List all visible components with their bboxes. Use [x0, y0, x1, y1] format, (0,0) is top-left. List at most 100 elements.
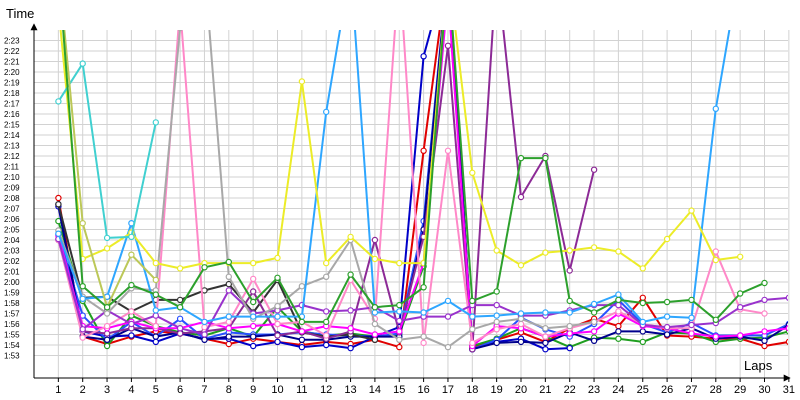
data-point	[444, 147, 452, 154]
data-point	[590, 328, 598, 335]
data-point	[128, 281, 135, 289]
data-point	[128, 251, 135, 258]
data-point	[615, 335, 622, 342]
data-point	[152, 312, 159, 319]
y-tick-label: 1:59	[4, 289, 20, 298]
data-point	[444, 313, 452, 320]
data-point	[152, 291, 159, 298]
data-point	[298, 336, 306, 343]
data-point	[298, 318, 306, 326]
data-point	[420, 309, 427, 316]
data-point	[176, 315, 184, 322]
data-point	[55, 230, 62, 237]
x-tick-label: 1	[55, 384, 61, 396]
x-tick-label: 2	[80, 384, 86, 396]
x-tick-label: 8	[226, 384, 232, 396]
data-point	[347, 271, 354, 278]
data-point	[323, 332, 330, 339]
y-tick-label: 2:15	[4, 121, 20, 130]
data-point	[493, 288, 500, 295]
y-tick-label: 2:16	[4, 110, 20, 119]
data-point	[274, 302, 281, 310]
y-tick-label: 2:10	[4, 173, 20, 182]
data-point	[249, 298, 257, 306]
x-tick-label: 20	[515, 384, 527, 396]
data-point	[201, 331, 208, 338]
data-point	[55, 201, 62, 208]
data-point	[103, 245, 111, 252]
series-9	[55, 4, 768, 347]
y-tick-label: 2:14	[4, 131, 20, 140]
data-point	[517, 320, 525, 328]
data-point	[566, 309, 573, 316]
data-point	[688, 314, 695, 321]
data-point	[79, 326, 86, 333]
data-point	[469, 339, 476, 347]
data-point	[517, 310, 525, 317]
data-point	[225, 280, 232, 288]
y-tick-label: 2:09	[4, 184, 20, 193]
x-tick-label: 15	[393, 384, 405, 396]
data-point	[737, 332, 744, 339]
data-point	[152, 333, 159, 340]
data-point	[737, 290, 744, 297]
data-point	[639, 328, 647, 335]
data-point	[323, 308, 330, 315]
data-point	[639, 294, 647, 301]
y-tick-label: 2:23	[4, 37, 20, 46]
data-point	[444, 42, 452, 50]
data-point	[249, 342, 257, 350]
series-group	[55, 4, 788, 353]
data-point	[420, 333, 427, 340]
x-tick-label: 28	[710, 384, 722, 396]
data-point	[201, 318, 208, 326]
data-point	[566, 297, 573, 305]
series-13	[56, 4, 744, 272]
data-point	[323, 318, 330, 326]
data-point	[493, 318, 500, 326]
data-point	[712, 333, 720, 340]
y-tick-label: 2:17	[4, 100, 20, 109]
data-point	[128, 308, 135, 315]
y-tick-label: 2:12	[4, 152, 20, 161]
data-point	[103, 336, 111, 343]
data-point	[688, 321, 695, 329]
data-point	[566, 322, 573, 330]
x-tick-label: 30	[758, 384, 770, 396]
data-point	[761, 310, 768, 317]
data-point	[298, 78, 306, 85]
data-point	[469, 326, 476, 333]
data-point	[761, 296, 768, 304]
y-tick-label: 2:07	[4, 205, 20, 214]
data-point	[56, 4, 61, 9]
data-point	[103, 234, 111, 242]
data-point	[590, 309, 598, 316]
data-point	[152, 119, 159, 126]
x-tick-label: 12	[320, 384, 332, 396]
data-point	[152, 307, 159, 314]
data-point	[323, 341, 330, 349]
data-point	[493, 339, 500, 347]
data-point	[712, 256, 720, 264]
x-tick-label: 11	[296, 384, 307, 396]
data-point	[493, 312, 500, 319]
data-point	[178, 4, 183, 9]
data-point	[444, 297, 452, 305]
axes: Time Laps	[6, 6, 791, 382]
x-tick-label: 16	[417, 384, 429, 396]
data-point	[566, 344, 573, 352]
data-point	[712, 105, 720, 113]
data-point	[225, 325, 232, 332]
x-tick-label: 19	[491, 384, 503, 396]
series-16	[62, 30, 768, 326]
x-tick-label: 4	[128, 384, 134, 396]
data-point	[371, 336, 379, 343]
data-point	[225, 340, 232, 348]
data-point	[225, 318, 232, 326]
y-tick-label: 2:08	[4, 194, 20, 203]
data-point	[103, 342, 111, 350]
data-point	[493, 247, 500, 254]
data-point	[517, 338, 525, 346]
data-point	[298, 283, 306, 290]
